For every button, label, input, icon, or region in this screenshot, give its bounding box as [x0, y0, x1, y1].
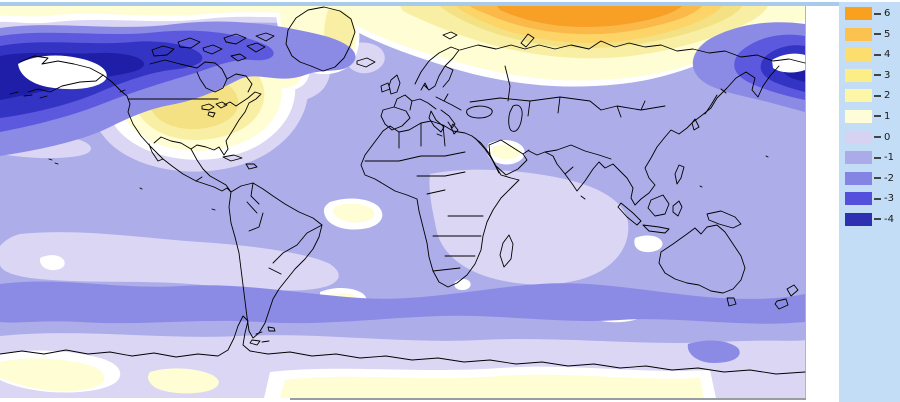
legend-tick-mark — [874, 115, 881, 118]
legend-value-label: -3 — [884, 193, 894, 205]
legend-value-label: 3 — [884, 69, 891, 81]
legend-entry: 4 — [839, 48, 900, 62]
window-top-strip — [0, 2, 900, 6]
legend-value-label: 4 — [884, 49, 891, 61]
world-anomaly-map — [0, 5, 806, 398]
legend-entry: -4 — [839, 212, 900, 226]
legend-tick-mark — [874, 136, 881, 139]
legend-entry: 5 — [839, 27, 900, 41]
legend-tick-mark — [874, 53, 881, 56]
color-legend-panel: 6 5 4 3 2 1 0 -1 -2 — [839, 2, 900, 402]
legend-color-swatch — [845, 212, 872, 226]
legend-entry: 2 — [839, 89, 900, 103]
legend-color-swatch — [845, 89, 872, 103]
legend-tick-mark — [874, 12, 881, 15]
legend-entry: 1 — [839, 109, 900, 123]
legend-value-label: -4 — [884, 213, 894, 225]
legend-entry: 0 — [839, 130, 900, 144]
legend-value-label: 2 — [884, 90, 891, 102]
legend-color-swatch — [845, 7, 872, 20]
legend-tick-mark — [874, 218, 881, 221]
legend-tick-mark — [874, 197, 881, 200]
legend-color-swatch — [845, 109, 872, 123]
legend-color-swatch — [845, 130, 872, 144]
legend-tick-mark — [874, 156, 881, 159]
legend-tick-mark — [874, 177, 881, 180]
legend-tick-mark — [874, 94, 881, 97]
legend-tick-mark — [874, 33, 881, 36]
legend-color-swatch — [845, 151, 872, 165]
layer-alaska-land — [18, 53, 805, 90]
legend-value-label: -1 — [884, 152, 894, 164]
legend-color-swatch — [845, 192, 872, 206]
legend-entry: -3 — [839, 192, 900, 206]
country-borders — [0, 7, 805, 374]
layer-anomaly-6plus — [474, 6, 682, 27]
legend-value-label: 1 — [884, 110, 891, 122]
legend-entry: -2 — [839, 171, 900, 185]
legend-entry: -1 — [839, 151, 900, 165]
legend-color-swatch — [845, 68, 872, 82]
legend-value-label: 5 — [884, 28, 891, 40]
map-canvas — [0, 5, 806, 398]
legend-tick-mark — [874, 74, 881, 77]
legend-value-label: -2 — [884, 172, 894, 184]
legend-color-swatch — [845, 171, 872, 185]
legend-items: 6 5 4 3 2 1 0 -1 -2 — [839, 7, 900, 226]
legend-value-label: 6 — [884, 8, 891, 19]
legend-value-label: 0 — [884, 131, 891, 143]
map-bottom-border — [290, 398, 806, 400]
legend-entry: 6 — [839, 7, 900, 20]
legend-entry: 3 — [839, 68, 900, 82]
legend-color-swatch — [845, 48, 872, 62]
legend-color-swatch — [845, 27, 872, 41]
